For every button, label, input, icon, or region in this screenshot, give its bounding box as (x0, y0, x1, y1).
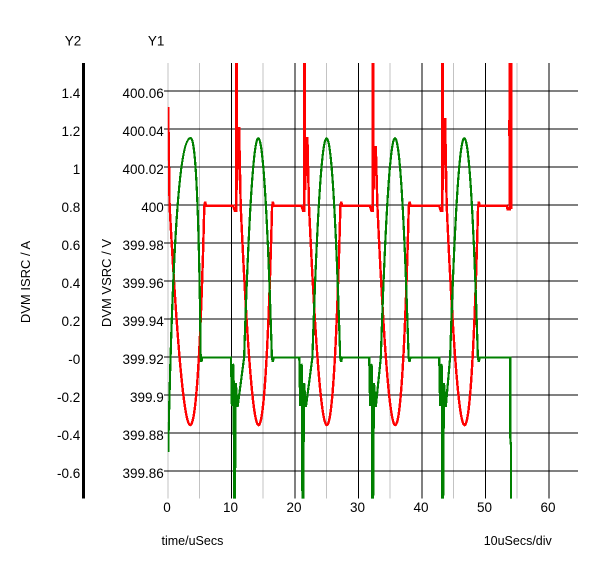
svg-text:0: 0 (163, 500, 171, 515)
svg-text:1: 1 (73, 162, 81, 177)
svg-text:0.4: 0.4 (62, 276, 81, 291)
svg-text:-0.4: -0.4 (57, 428, 81, 443)
svg-text:399.9: 399.9 (130, 390, 164, 405)
svg-text:400: 400 (141, 200, 164, 215)
svg-text:0.8: 0.8 (62, 200, 81, 215)
svg-text:400.06: 400.06 (123, 86, 164, 101)
svg-text:399.96: 399.96 (123, 276, 164, 291)
svg-text:-0.6: -0.6 (57, 466, 80, 481)
svg-text:400.04: 400.04 (123, 124, 165, 139)
svg-text:0.6: 0.6 (62, 238, 81, 253)
svg-text:399.86: 399.86 (123, 466, 164, 481)
svg-text:399.98: 399.98 (123, 238, 164, 253)
svg-text:DVM ISRC / A: DVM ISRC / A (18, 241, 33, 324)
svg-text:10: 10 (223, 500, 238, 515)
svg-text:50: 50 (477, 500, 492, 515)
svg-text:1.2: 1.2 (62, 124, 81, 139)
svg-text:60: 60 (540, 500, 555, 515)
svg-text:399.94: 399.94 (123, 314, 165, 329)
svg-text:30: 30 (350, 500, 365, 515)
svg-text:1.4: 1.4 (62, 86, 81, 101)
svg-text:400.02: 400.02 (123, 162, 164, 177)
svg-text:Y2: Y2 (65, 34, 82, 49)
svg-text:399.92: 399.92 (123, 352, 164, 367)
svg-text:40: 40 (413, 500, 428, 515)
svg-text:-0: -0 (68, 352, 80, 367)
svg-text:Y1: Y1 (148, 34, 165, 49)
svg-text:399.88: 399.88 (123, 428, 164, 443)
svg-text:time/uSecs: time/uSecs (162, 534, 224, 548)
svg-text:DVM VSRC / V: DVM VSRC / V (99, 239, 114, 327)
svg-text:20: 20 (286, 500, 301, 515)
svg-text:-0.2: -0.2 (57, 390, 80, 405)
svg-text:0.2: 0.2 (62, 314, 81, 329)
svg-text:10uSecs/div: 10uSecs/div (484, 534, 553, 548)
